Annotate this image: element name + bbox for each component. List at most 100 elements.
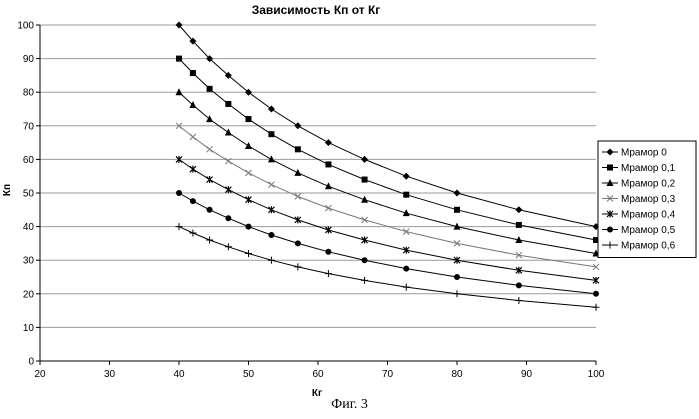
x-tick-label: 90 bbox=[521, 369, 533, 380]
y-tick-label: 10 bbox=[23, 323, 35, 334]
data-point bbox=[295, 146, 301, 152]
data-point bbox=[268, 257, 275, 264]
data-point bbox=[176, 56, 182, 62]
x-tick-label: 40 bbox=[173, 369, 185, 380]
data-point bbox=[403, 284, 410, 291]
x-tick-label: 50 bbox=[243, 369, 255, 380]
y-tick-label: 0 bbox=[28, 357, 34, 368]
y-tick-label: 40 bbox=[23, 222, 35, 233]
data-point bbox=[295, 216, 301, 223]
data-point bbox=[225, 243, 232, 250]
data-point bbox=[325, 249, 331, 255]
data-point bbox=[607, 165, 613, 171]
data-point bbox=[403, 192, 409, 198]
data-point bbox=[362, 217, 368, 223]
figure-caption: Фиг. 3 bbox=[0, 397, 699, 413]
data-point bbox=[454, 207, 460, 213]
data-point bbox=[225, 129, 232, 136]
y-tick-label: 30 bbox=[23, 256, 35, 267]
data-point bbox=[454, 190, 461, 197]
data-point bbox=[189, 229, 196, 236]
legend-label: Мрамор 0,6 bbox=[621, 241, 676, 252]
data-point bbox=[403, 173, 410, 180]
data-point bbox=[607, 227, 613, 233]
data-point bbox=[268, 232, 274, 238]
data-point bbox=[294, 263, 301, 270]
data-point bbox=[454, 274, 460, 280]
data-point bbox=[362, 177, 368, 183]
data-point bbox=[268, 106, 275, 113]
series-group bbox=[176, 22, 600, 311]
x-tick-label: 100 bbox=[588, 369, 605, 380]
data-point bbox=[325, 226, 331, 233]
data-point bbox=[268, 206, 274, 213]
data-point bbox=[593, 291, 599, 297]
data-point bbox=[190, 134, 196, 140]
data-point bbox=[176, 223, 183, 230]
legend-label: Мрамор 0,1 bbox=[621, 163, 676, 174]
data-point bbox=[246, 196, 252, 203]
y-tick-label: 100 bbox=[17, 21, 34, 32]
data-point bbox=[325, 270, 332, 277]
data-point bbox=[245, 250, 252, 257]
data-point bbox=[268, 131, 274, 137]
data-point bbox=[325, 182, 332, 189]
axes bbox=[36, 25, 596, 365]
y-tick-label: 50 bbox=[23, 189, 35, 200]
legend-label: Мрамор 0,2 bbox=[621, 179, 676, 190]
series-line bbox=[179, 227, 596, 308]
x-tick-label: 70 bbox=[382, 369, 394, 380]
legend: Мрамор 0 Мрамор 0,1 Мрамор 0,2 Мрамор 0,3 Мр… bbox=[598, 141, 696, 258]
data-point bbox=[207, 146, 213, 152]
series-line bbox=[179, 92, 596, 253]
y-tick-label: 70 bbox=[23, 121, 35, 132]
data-point bbox=[206, 115, 213, 122]
series-2 bbox=[176, 88, 600, 256]
data-point bbox=[268, 182, 274, 188]
data-point bbox=[516, 222, 522, 228]
series-line bbox=[179, 159, 596, 280]
x-tick-label: 80 bbox=[451, 369, 463, 380]
data-point bbox=[176, 190, 182, 196]
data-point bbox=[361, 277, 368, 284]
data-point bbox=[325, 205, 331, 211]
x-tick-label: 60 bbox=[312, 369, 324, 380]
data-point bbox=[245, 142, 252, 149]
series-3 bbox=[176, 123, 599, 270]
x-tick-labels: 20 30 40 50 60 70 80 90 100 bbox=[34, 369, 604, 380]
data-point bbox=[206, 237, 213, 244]
data-point bbox=[225, 215, 231, 221]
data-point bbox=[207, 86, 213, 92]
data-point bbox=[295, 193, 301, 199]
x-tick-label: 30 bbox=[104, 369, 116, 380]
legend-label: Мрамор 0,5 bbox=[621, 225, 676, 236]
data-point bbox=[362, 257, 368, 263]
data-point bbox=[294, 169, 301, 176]
data-point bbox=[294, 122, 301, 129]
data-point bbox=[246, 170, 252, 176]
legend-label: Мрамор 0 bbox=[621, 148, 667, 159]
data-point bbox=[225, 186, 231, 193]
data-point bbox=[403, 266, 409, 272]
legend-label: Мрамор 0,3 bbox=[621, 194, 676, 205]
data-point bbox=[295, 240, 301, 246]
series-line bbox=[179, 193, 596, 294]
y-tick-label: 90 bbox=[23, 54, 35, 65]
data-point bbox=[207, 207, 213, 213]
data-point bbox=[516, 282, 522, 288]
y-tick-label: 80 bbox=[23, 88, 35, 99]
y-tick-label: 60 bbox=[23, 155, 35, 166]
data-point bbox=[225, 101, 231, 107]
data-point bbox=[190, 70, 196, 76]
data-point bbox=[515, 206, 522, 213]
y-tick-labels: 0102030405060708090100 bbox=[17, 21, 34, 368]
chart-title: Зависимость Кп от Кг bbox=[252, 3, 381, 17]
data-point bbox=[246, 116, 252, 122]
gridlines bbox=[40, 25, 596, 327]
data-point bbox=[190, 198, 196, 204]
series-6 bbox=[176, 223, 600, 311]
data-point bbox=[361, 156, 368, 163]
data-point bbox=[246, 224, 252, 230]
x-tick-label: 20 bbox=[34, 369, 46, 380]
